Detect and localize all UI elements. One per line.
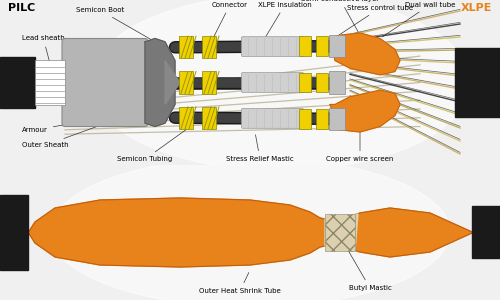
FancyBboxPatch shape	[179, 71, 193, 94]
Text: Outer Heat Shrink Tube: Outer Heat Shrink Tube	[199, 272, 281, 294]
FancyBboxPatch shape	[179, 36, 193, 58]
FancyBboxPatch shape	[472, 206, 500, 258]
FancyBboxPatch shape	[35, 61, 65, 104]
FancyBboxPatch shape	[455, 48, 500, 117]
Text: Stress Relief Mastic: Stress Relief Mastic	[226, 135, 294, 162]
Text: Stress control tube: Stress control tube	[324, 5, 413, 45]
Polygon shape	[325, 214, 358, 251]
FancyBboxPatch shape	[316, 36, 328, 56]
Ellipse shape	[50, 157, 450, 300]
Text: XLPE insulation: XLPE insulation	[258, 2, 312, 44]
FancyBboxPatch shape	[62, 38, 148, 127]
Text: Connector: Connector	[210, 2, 248, 44]
Text: Lead sheath: Lead sheath	[22, 35, 65, 80]
Polygon shape	[330, 90, 400, 132]
Text: Butyl Mastic: Butyl Mastic	[346, 248, 392, 291]
FancyBboxPatch shape	[0, 57, 35, 108]
FancyBboxPatch shape	[202, 36, 216, 58]
Polygon shape	[165, 61, 180, 104]
FancyBboxPatch shape	[329, 108, 345, 130]
FancyBboxPatch shape	[329, 71, 345, 94]
FancyBboxPatch shape	[202, 71, 216, 94]
FancyBboxPatch shape	[299, 73, 311, 92]
Text: Armour: Armour	[22, 119, 98, 133]
FancyBboxPatch shape	[316, 73, 328, 92]
Text: Outer Sheath: Outer Sheath	[22, 126, 98, 148]
Text: Copper wire screen: Copper wire screen	[326, 122, 394, 162]
FancyBboxPatch shape	[299, 109, 311, 128]
FancyBboxPatch shape	[179, 107, 193, 129]
FancyBboxPatch shape	[242, 73, 304, 92]
Text: Semicon Boot: Semicon Boot	[76, 7, 152, 41]
Text: PILC: PILC	[8, 3, 35, 13]
FancyBboxPatch shape	[242, 37, 304, 56]
FancyBboxPatch shape	[316, 109, 328, 129]
Text: Semi-conductive layer: Semi-conductive layer	[301, 0, 379, 33]
Ellipse shape	[90, 0, 470, 170]
Polygon shape	[28, 198, 472, 267]
FancyBboxPatch shape	[329, 35, 345, 57]
FancyBboxPatch shape	[0, 195, 28, 270]
Polygon shape	[330, 33, 400, 75]
Text: XLPE: XLPE	[460, 3, 492, 13]
FancyBboxPatch shape	[299, 37, 311, 56]
Text: Semicon Tubing: Semicon Tubing	[118, 125, 192, 162]
FancyBboxPatch shape	[325, 214, 355, 251]
FancyBboxPatch shape	[242, 109, 304, 128]
Text: Dual wall tube: Dual wall tube	[382, 2, 455, 37]
Polygon shape	[145, 38, 175, 127]
FancyBboxPatch shape	[202, 107, 216, 129]
